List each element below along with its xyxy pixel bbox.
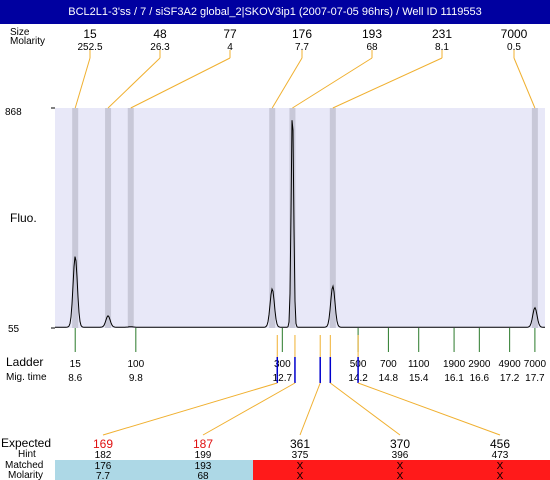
ladder-time-label: 15.4 xyxy=(409,373,429,384)
ladder-size-label: 2900 xyxy=(468,359,491,370)
peak-band xyxy=(105,108,112,328)
peak-size-label: 48 xyxy=(153,27,167,41)
y-axis-label: Fluo. xyxy=(10,211,37,225)
peak-size-label: 77 xyxy=(223,27,237,41)
size-row-label: Size xyxy=(10,27,30,38)
matched-molarity-value: X xyxy=(297,471,304,480)
y-axis-top-label: 868 xyxy=(5,107,22,118)
peak-band xyxy=(127,108,134,328)
peak-connector xyxy=(130,57,231,109)
matched-molarity-value: 68 xyxy=(197,471,209,480)
ladder-time-label: 17.2 xyxy=(500,373,520,384)
matched-value: X xyxy=(497,461,504,472)
peak-molarity-label: 8.1 xyxy=(435,42,449,53)
window-title: BCL2L1-3'ss / 7 / siSF3A2 global_2|SKOV3… xyxy=(68,6,482,18)
peak-band xyxy=(531,108,538,328)
matched-molarity-value: X xyxy=(397,471,404,480)
ladder-size-label: 700 xyxy=(380,359,397,370)
ladder-size-label: 7000 xyxy=(524,359,547,370)
expected-value: 361 xyxy=(290,437,310,451)
plot-area xyxy=(55,108,545,328)
hint-value: 396 xyxy=(392,450,409,461)
peak-molarity-label: 0.5 xyxy=(507,42,521,53)
expected-connector xyxy=(299,382,321,436)
peak-connector xyxy=(513,57,536,109)
expected-connector xyxy=(102,382,278,436)
peak-molarity-label: 7.7 xyxy=(295,42,309,53)
peak-connector xyxy=(292,57,373,109)
ladder-size-label: 4900 xyxy=(499,359,522,370)
ladder-size-label: 1100 xyxy=(408,359,430,370)
expected-row-label: Expected xyxy=(1,436,51,450)
peak-size-label: 193 xyxy=(362,27,382,41)
ladder-size-label: 100 xyxy=(127,359,144,370)
ladder-time-label: 12.7 xyxy=(273,373,293,384)
hint-value: 375 xyxy=(292,450,309,461)
expected-value: 456 xyxy=(490,437,510,451)
peak-size-label: 15 xyxy=(83,27,97,41)
unmatched-band xyxy=(253,460,550,480)
matched-band xyxy=(55,460,253,480)
peak-size-label: 7000 xyxy=(501,27,528,41)
expected-value: 370 xyxy=(390,437,410,451)
peak-molarity-label: 4 xyxy=(227,42,233,53)
ladder-size-label: 15 xyxy=(70,359,82,370)
matched-molarity-value: 7.7 xyxy=(96,471,110,480)
peak-connector xyxy=(271,57,303,109)
expected-value: 169 xyxy=(93,437,113,451)
peak-molarity-label: 26.3 xyxy=(150,42,170,53)
peak-connector xyxy=(74,57,91,109)
ladder-row-label: Ladder xyxy=(6,355,43,369)
ladder-time-label: 8.6 xyxy=(68,373,82,384)
peak-band xyxy=(329,108,336,328)
ladder-time-label: 16.6 xyxy=(470,373,490,384)
peak-band xyxy=(72,108,79,328)
y-axis-bottom-label: 55 xyxy=(8,324,20,335)
ladder-time-label: 9.8 xyxy=(129,373,143,384)
matched-value: X xyxy=(297,461,304,472)
peak-molarity-label: 68 xyxy=(366,42,378,53)
ladder-time-label: 17.7 xyxy=(525,373,545,384)
fluorescence-trace xyxy=(55,120,545,328)
matched-value: 176 xyxy=(95,461,112,472)
hint-value: 199 xyxy=(195,450,212,461)
expected-connector xyxy=(357,382,501,436)
peak-size-label: 231 xyxy=(432,27,452,41)
peak-connector xyxy=(107,57,161,109)
mig-time-row-label: Mig. time xyxy=(6,372,47,383)
matched-row-label: Matched xyxy=(5,460,43,471)
peak-connector xyxy=(332,57,443,109)
expected-value: 187 xyxy=(193,437,213,451)
hint-value: 182 xyxy=(95,450,112,461)
expected-connector xyxy=(330,382,401,436)
ladder-time-label: 14.8 xyxy=(379,373,399,384)
ladder-size-label: 1900 xyxy=(443,359,466,370)
hint-row-label: Hint xyxy=(18,449,36,460)
ladder-time-label: 16.1 xyxy=(444,373,464,384)
peak-size-label: 176 xyxy=(292,27,312,41)
hint-value: 473 xyxy=(492,450,509,461)
peak-band xyxy=(269,108,276,328)
matched-molarity-value: X xyxy=(497,471,504,480)
peak-molarity-label: 252.5 xyxy=(77,42,102,53)
matched-value: X xyxy=(397,461,404,472)
expected-connector xyxy=(202,382,296,436)
peak-band xyxy=(289,108,296,328)
title-bar: BCL2L1-3'ss / 7 / siSF3A2 global_2|SKOV3… xyxy=(0,0,550,24)
ladder-size-label: 300 xyxy=(274,359,291,370)
molarity-row-label: Molarity xyxy=(10,36,45,47)
expected-molarity-row-label: Molarity xyxy=(8,470,43,480)
matched-value: 193 xyxy=(195,461,212,472)
